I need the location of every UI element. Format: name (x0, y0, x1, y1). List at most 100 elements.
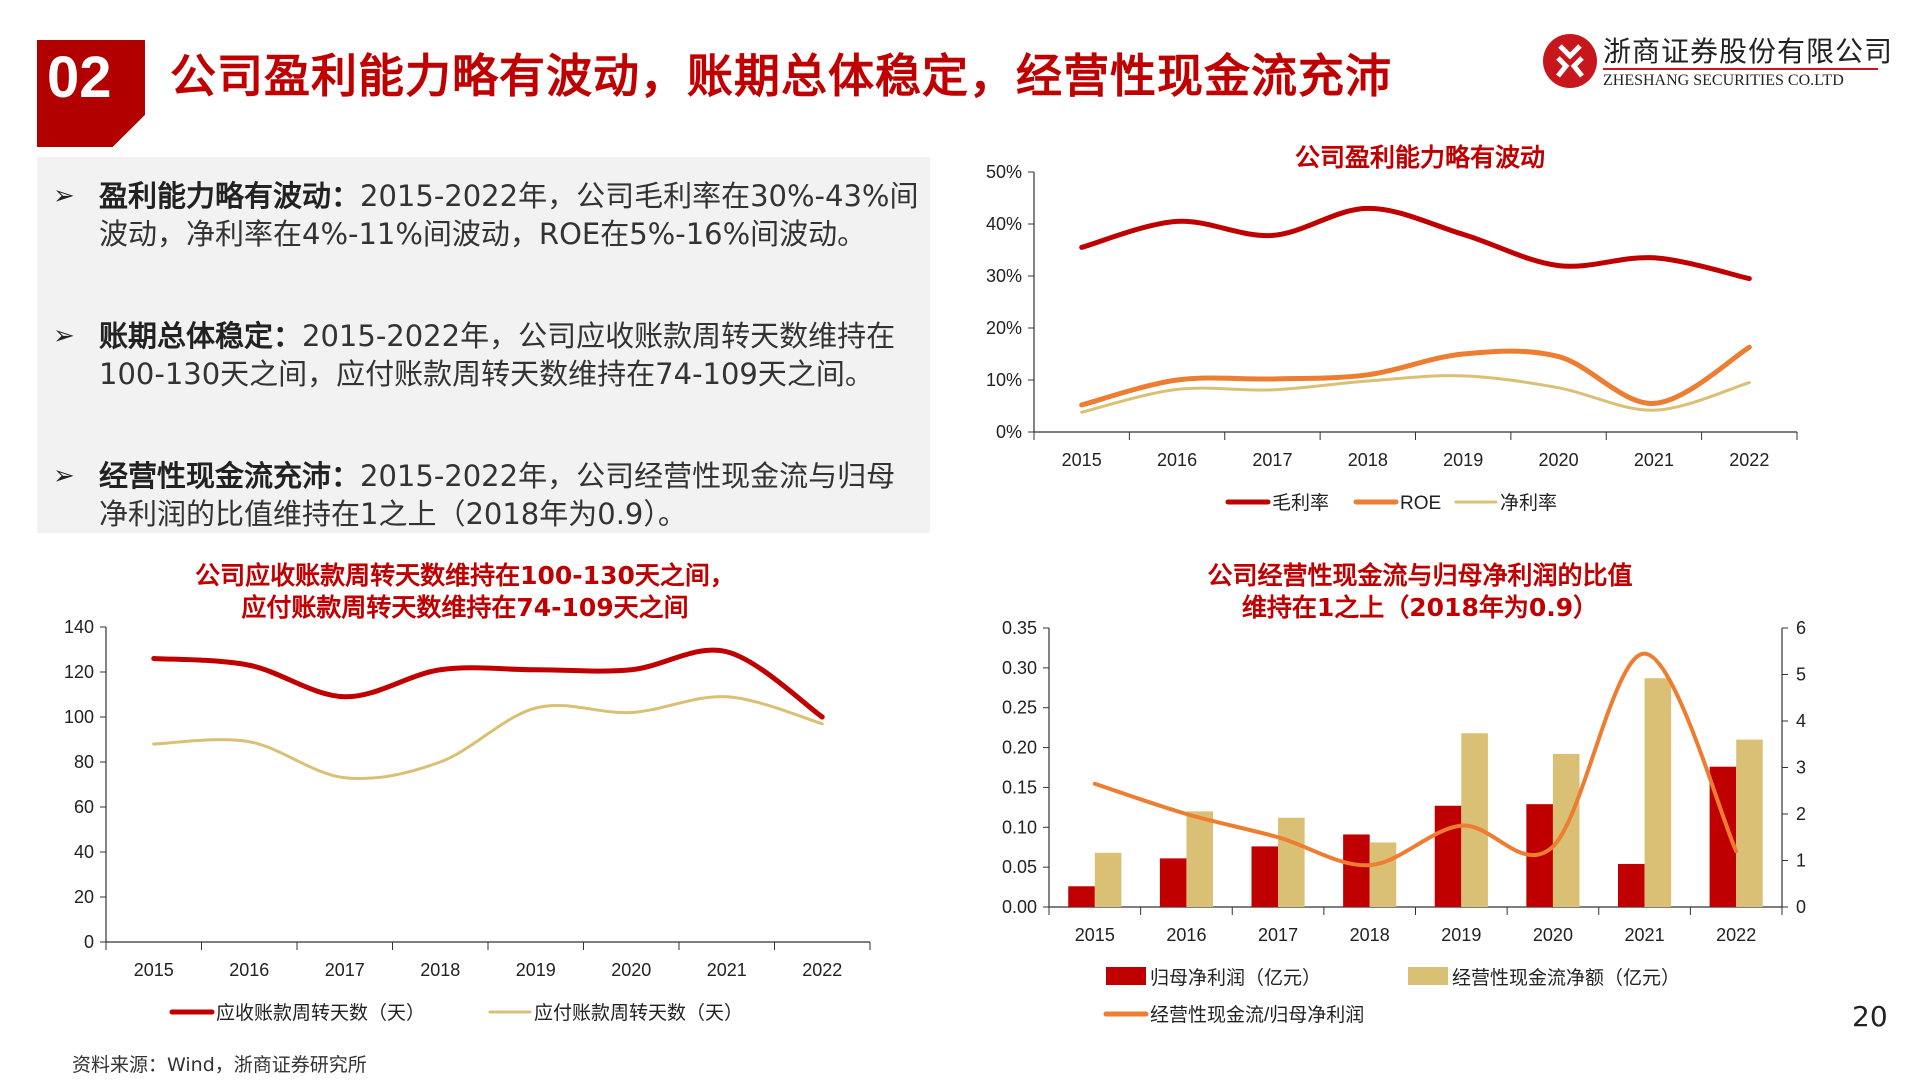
legend-operating-cash-flow-swatch (1408, 967, 1448, 985)
x-tick-label: 2017 (325, 960, 365, 980)
x-tick-label: 2020 (611, 960, 651, 980)
x-tick-label: 2018 (1348, 450, 1388, 470)
legend-gross-margin-label: 毛利率 (1272, 492, 1329, 514)
y2-tick-label: 1 (1796, 851, 1806, 871)
y2-tick-label: 2 (1796, 804, 1806, 824)
chart1-title: 公司盈利能力略有波动 (1294, 143, 1545, 172)
x-tick-label: 2018 (1350, 925, 1390, 945)
y-tick-label: 0% (996, 422, 1022, 442)
x-tick-label: 2020 (1539, 450, 1579, 470)
y-tick-label: 80 (74, 752, 94, 772)
legend-net-profit-label: 归母净利润（亿元） (1150, 967, 1321, 989)
chart2-title: 公司应收账款周转天数维持在100-130天之间， 应付账款周转天数维持在74-1… (60, 560, 870, 624)
logo-divider (1603, 68, 1878, 70)
receivable-days-line (151, 647, 825, 720)
x-tick-label: 2022 (1716, 925, 1756, 945)
x-tick-label: 2020 (1533, 925, 1573, 945)
net-profit-bar (1159, 858, 1187, 907)
legend-operating-cash-flow-label: 经营性现金流净额（亿元） (1452, 967, 1680, 989)
y-tick-label: 60 (74, 797, 94, 817)
roe-line (1079, 344, 1752, 408)
operating-cash-flow-bar (1369, 842, 1397, 907)
logo-text-cn: 浙商证券股份有限公司 (1603, 35, 1894, 68)
x-tick-label: 2019 (516, 960, 556, 980)
payable-days-line (152, 695, 824, 781)
y-tick-label: 40% (986, 214, 1022, 234)
bullet-heading: 经营性现金流充沛： (99, 459, 361, 493)
legend-payable-days-label: 应付账款周转天数（天） (534, 1002, 743, 1024)
x-tick-label: 2018 (420, 960, 460, 980)
bullet-profitability: ➢ 盈利能力略有波动：2015-2022年，公司毛利率在30%-43%间波动，净… (53, 177, 923, 253)
net-profit-bar (1434, 805, 1462, 907)
x-tick-label: 2017 (1258, 925, 1298, 945)
y-tick-label: 120 (64, 662, 94, 682)
chart3-title-line1: 公司经营性现金流与归母净利润的比值 (1207, 561, 1633, 590)
section-number: 02 (47, 45, 112, 110)
logo-text-en: ZHESHANG SECURITIES CO.LTD (1603, 72, 1844, 89)
legend-receivable-days-label: 应收账款周转天数（天） (216, 1002, 425, 1024)
y-tick-label: 0.15 (1002, 777, 1037, 797)
y-tick-label: 0 (84, 932, 94, 952)
x-tick-label: 2016 (229, 960, 269, 980)
x-tick-label: 2016 (1157, 450, 1197, 470)
gross-margin-line (1079, 205, 1752, 282)
arrow-bullet-icon: ➢ (53, 181, 75, 211)
operating-cash-flow-bar (1278, 817, 1305, 907)
operating-cash-flow-bar (1736, 739, 1763, 907)
chart3-title-line2: 维持在1之上（2018年为0.9） (1241, 593, 1599, 622)
section-number-badge: 02 (37, 40, 145, 147)
legend-roe-label: ROE (1400, 493, 1441, 514)
y-tick-label: 20% (986, 318, 1022, 338)
bullet-cash-flow: ➢ 经营性现金流充沛：2015-2022年，公司经营性现金流与归母净利润的比值维… (53, 457, 923, 533)
y-tick-label: 20 (74, 887, 94, 907)
y-tick-label: 10% (986, 370, 1022, 390)
x-tick-label: 2019 (1441, 925, 1481, 945)
x-tick-label: 2015 (1062, 450, 1102, 470)
net-profit-bar (1343, 834, 1370, 907)
x-tick-label: 2015 (1075, 925, 1115, 945)
arrow-bullet-icon: ➢ (53, 321, 75, 351)
y-tick-label: 100 (64, 707, 94, 727)
y-tick-label: 0.10 (1002, 817, 1037, 837)
y-tick-label: 0.00 (1002, 897, 1037, 917)
legend-net-profit-swatch (1106, 967, 1146, 985)
operating-cash-flow-bar (1094, 852, 1122, 907)
net-profit-bar (1068, 886, 1095, 907)
bullet-heading: 账期总体稳定： (99, 319, 303, 353)
y-tick-label: 0.30 (1002, 658, 1037, 678)
bullet-heading: 盈利能力略有波动： (99, 179, 361, 213)
bullet-payment-terms: ➢ 账期总体稳定：2015-2022年，公司应收账款周转天数维持在100-130… (53, 317, 923, 393)
y2-tick-label: 0 (1796, 897, 1806, 917)
chart2-title-line2: 应付账款周转天数维持在74-109天之间 (241, 593, 689, 622)
y-tick-label: 0.25 (1002, 698, 1037, 718)
net-margin-line (1080, 374, 1751, 414)
y2-tick-label: 6 (1796, 618, 1806, 638)
source-note: 资料来源：Wind，浙商证券研究所 (72, 1054, 367, 1076)
net-profit-bar (1617, 863, 1645, 907)
logo-emblem-icon (1543, 34, 1597, 88)
page-number: 20 (1852, 1000, 1888, 1033)
chart2-title-line1: 公司应收账款周转天数维持在100-130天之间， (195, 561, 735, 590)
y-tick-label: 0.35 (1002, 618, 1037, 638)
operating-cash-flow-bar (1644, 678, 1672, 907)
x-tick-label: 2017 (1252, 450, 1292, 470)
x-tick-label: 2021 (707, 960, 747, 980)
company-logo: 浙商证券股份有限公司 ZHESHANG SECURITIES CO.LTD (1543, 30, 1892, 92)
legend-cash-flow-ratio-label: 经营性现金流/归母净利润 (1150, 1004, 1364, 1026)
y2-tick-label: 3 (1796, 758, 1806, 778)
y-tick-label: 140 (64, 617, 94, 637)
x-tick-label: 2015 (134, 960, 174, 980)
net-profit-bar (1251, 846, 1279, 907)
x-tick-label: 2022 (802, 960, 842, 980)
bullet-text: 2015-2022年，公司毛利率在30%-43%间波动，净利率在4%-11%间波… (99, 179, 919, 251)
x-tick-label: 2019 (1443, 450, 1483, 470)
legend-net-margin-label: 净利率 (1500, 492, 1557, 514)
bullet-text: 2015-2022年，公司经营性现金流与归母净利润的比值维持在1之上（2018年… (99, 459, 896, 531)
summary-panel: ➢ 盈利能力略有波动：2015-2022年，公司毛利率在30%-43%间波动，净… (37, 157, 930, 533)
y-tick-label: 50% (986, 162, 1022, 182)
y-tick-label: 30% (986, 266, 1022, 286)
y2-tick-label: 5 (1796, 665, 1806, 685)
y-tick-label: 0.20 (1002, 738, 1037, 758)
y-tick-label: 0.05 (1002, 857, 1037, 877)
